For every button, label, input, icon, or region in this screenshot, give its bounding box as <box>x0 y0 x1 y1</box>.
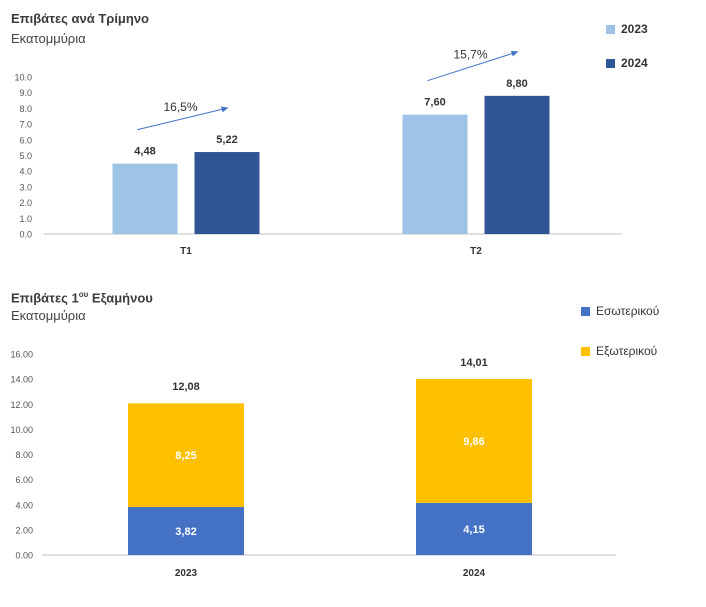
legend-label-domestic: Εσωτερικού <box>596 304 660 318</box>
chart2-legend-domestic: Εσωτερικού <box>581 304 659 318</box>
chart2-total-label: 12,08 <box>172 381 200 393</box>
chart2-segment-label: 8,25 <box>175 450 196 462</box>
chart2-ytick-label: 0.00 <box>15 551 33 561</box>
chart2-ytick-label: 2.00 <box>15 525 33 535</box>
legend-label-2024: 2024 <box>621 56 648 70</box>
chart2-bar-Εσωτερικού-2023 <box>128 507 244 555</box>
chart2-ytick-label: 6.00 <box>15 475 33 485</box>
chart1-x-tick-label: T2 <box>470 246 482 257</box>
chart1-title: Επιβάτες ανά Τρίμηνο <box>11 11 149 26</box>
chart2-ytick-label: 4.00 <box>15 500 33 510</box>
chart1-data-label: 8,80 <box>506 78 527 90</box>
chart2-bar-Εξωτερικού-2024 <box>416 378 532 503</box>
chart2-ytick-label: 16.00 <box>10 350 33 360</box>
chart2-segment-label: 4,15 <box>463 524 484 536</box>
chart2-segment-label: 9,86 <box>463 436 484 448</box>
chart1-ytick-label: 1.0 <box>19 214 32 224</box>
chart2-ytick-label: 10.00 <box>10 425 33 435</box>
chart1-ytick-label: 7.0 <box>19 120 32 130</box>
chart1-data-label: 4,48 <box>134 146 155 158</box>
legend-swatch-2023 <box>606 24 615 34</box>
chart1-ytick-label: 8.0 <box>19 104 32 114</box>
legend-swatch-international <box>581 346 590 356</box>
chart1-bar-2023-T2 <box>402 114 468 234</box>
chart2-title-main: Επιβάτες 1 <box>11 290 79 306</box>
chart1-bar-2024-T1 <box>194 152 260 234</box>
chart2-title: Επιβάτες 1ου Εξαμήνου <box>11 290 153 305</box>
chart1-ytick-label: 10.0 <box>14 73 32 83</box>
chart1-ytick-label: 9.0 <box>19 88 32 98</box>
chart1-ytick-label: 3.0 <box>19 182 32 192</box>
chart2-title-sup: ου <box>78 290 89 299</box>
chart1-ytick-label: 6.0 <box>19 135 32 145</box>
legend-swatch-2024 <box>606 58 615 68</box>
chart1-data-label: 7,60 <box>424 97 445 109</box>
chart1-ytick-label: 2.0 <box>19 198 32 208</box>
chart1-subtitle: Εκατομμύρια <box>11 31 86 46</box>
chart2-title-end: Εξαμήνου <box>88 290 153 306</box>
chart1-growth-arrow <box>137 106 229 131</box>
chart1-growth-label: 15,7% <box>453 47 487 61</box>
chart1-legend-2023: 2023 <box>606 22 648 36</box>
legend-swatch-domestic <box>581 306 590 316</box>
chart2-x-tick-label: 2024 <box>463 568 486 579</box>
chart2-bar-Εσωτερικού-2024 <box>416 502 532 555</box>
chart2-total-label: 14,01 <box>460 357 488 369</box>
chart2-x-tick-label: 2023 <box>175 568 198 579</box>
chart2-subtitle: Εκατομμύρια <box>11 308 86 323</box>
chart1-data-label: 5,22 <box>216 134 237 146</box>
chart2-ytick-label: 12.00 <box>10 400 33 410</box>
legend-label-international: Εξωτερικού <box>596 344 658 358</box>
chart1-ytick-label: 5.0 <box>19 151 32 161</box>
chart2-segment-label: 3,82 <box>175 526 196 538</box>
chart1-ytick-label: 4.0 <box>19 167 32 177</box>
chart2-ytick-label: 8.00 <box>15 450 33 460</box>
chart1-growth-label: 16,5% <box>163 100 197 114</box>
chart1-bar-2024-T2 <box>484 95 550 234</box>
chart1-growth-arrow <box>427 50 519 82</box>
chart1-bar-2023-T1 <box>112 163 178 234</box>
chart2-legend-international: Εξωτερικού <box>581 344 657 358</box>
chart2-bar-Εξωτερικού-2023 <box>128 403 244 508</box>
chart1-x-tick-label: T1 <box>180 246 192 257</box>
chart2-ytick-label: 14.00 <box>10 375 33 385</box>
legend-label-2023: 2023 <box>621 22 648 36</box>
chart1-legend-2024: 2024 <box>606 56 648 70</box>
chart1-ytick-label: 0.0 <box>19 230 32 240</box>
